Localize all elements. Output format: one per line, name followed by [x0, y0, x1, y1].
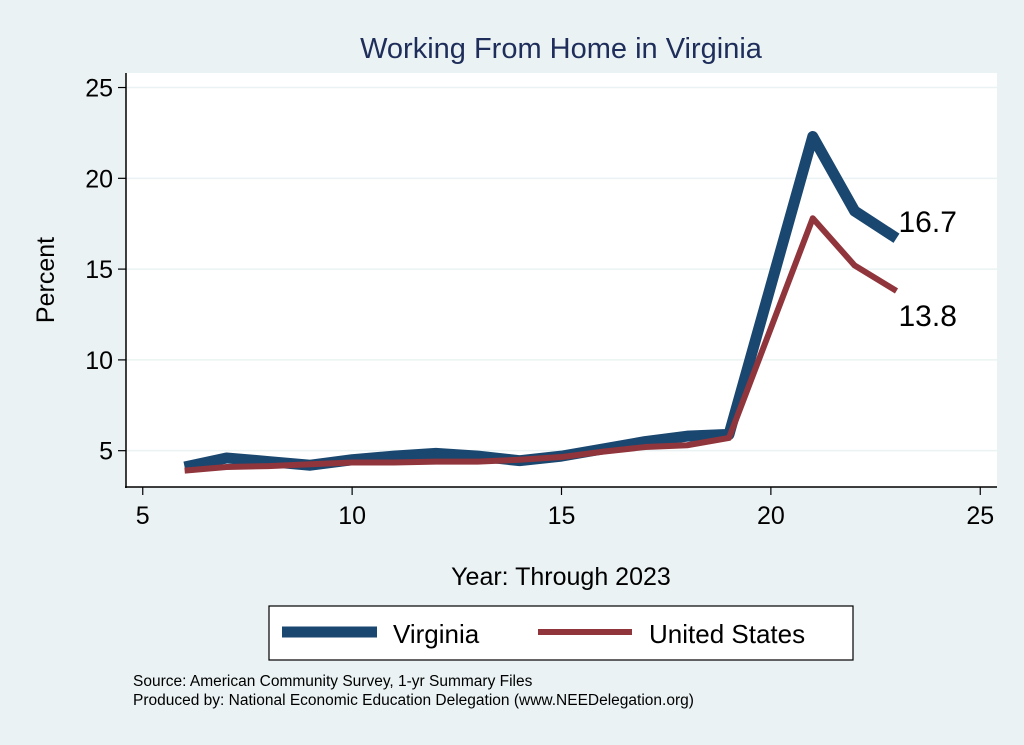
legend-label-virginia: Virginia	[393, 619, 480, 649]
end-label-virginia: 16.7	[899, 206, 957, 239]
x-tick-label: 25	[966, 502, 994, 530]
x-tick-label: 5	[136, 502, 150, 530]
legend-label-us: United States	[649, 619, 805, 649]
y-tick-label: 20	[85, 165, 113, 193]
plot-area	[126, 73, 997, 487]
y-axis-label: Percent	[32, 237, 60, 323]
y-tick-label: 25	[85, 75, 113, 103]
legend: Virginia United States	[268, 605, 854, 661]
y-tick-label: 5	[99, 438, 113, 466]
source-note: Source: American Community Survey, 1-yr …	[133, 673, 533, 690]
end-label-us: 13.8	[899, 300, 957, 333]
x-tick-label: 15	[548, 502, 576, 530]
x-tick-label: 10	[338, 502, 366, 530]
chart-title: Working From Home in Virginia	[360, 33, 763, 65]
producer-note: Produced by: National Economic Education…	[133, 692, 694, 709]
x-axis-label: Year: Through 2023	[451, 563, 671, 591]
x-tick-label: 20	[757, 502, 785, 530]
y-tick-label: 10	[85, 347, 113, 375]
y-tick-label: 15	[85, 256, 113, 284]
series-line-us	[184, 215, 899, 474]
